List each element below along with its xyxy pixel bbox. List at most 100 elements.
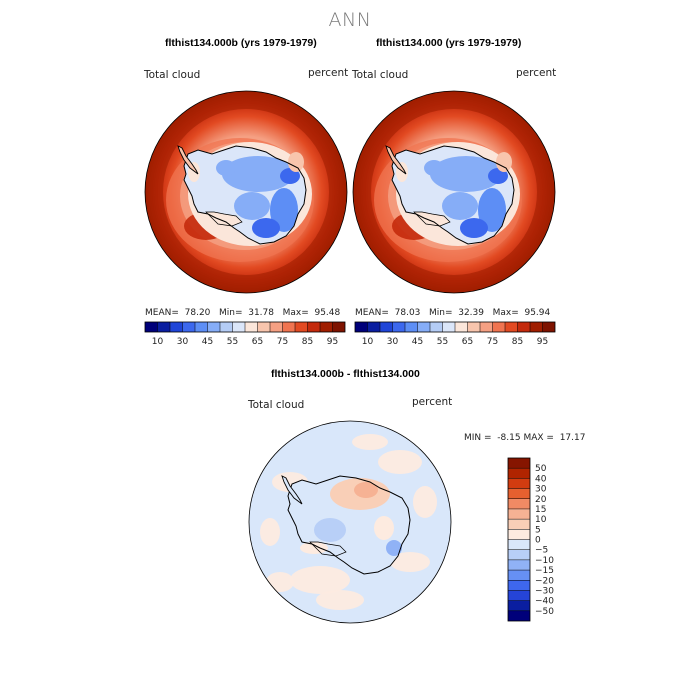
panel3-colorbar-swatch bbox=[508, 478, 530, 489]
panel1-east-low-3 bbox=[234, 192, 270, 220]
panel3-colorbar-tick: 10 bbox=[535, 515, 547, 525]
panel2-colorbar-tick: 85 bbox=[512, 337, 523, 347]
panel2-colorbar-swatch bbox=[542, 322, 555, 332]
panel3-min-label: MIN = bbox=[464, 433, 492, 443]
panel3-map-border bbox=[248, 420, 452, 624]
panel2-stats: MEAN= 78.03 Min= 32.39 Max= 95.94 bbox=[355, 308, 550, 318]
panel3-stats: MIN = -8.15 MAX = 17.17 bbox=[464, 433, 585, 443]
panel2-east-low-1 bbox=[430, 156, 502, 192]
panel1-colorbar-swatch bbox=[207, 322, 220, 332]
panel3-colorbar-swatch bbox=[508, 580, 530, 591]
panel2-coastline bbox=[391, 145, 515, 245]
panel3-colorbar-tick: 0 bbox=[535, 536, 541, 546]
panel3-colorbar-swatch bbox=[508, 559, 530, 571]
panel3-colorbar-swatch bbox=[508, 539, 530, 550]
panel3-colorbar-tick: −20 bbox=[535, 576, 554, 586]
panel3-colorbar-swatch bbox=[508, 488, 530, 499]
panel1-coast-warm-1 bbox=[288, 152, 304, 172]
panel3-colorbar-tick: 5 bbox=[535, 525, 541, 535]
panel3-colorbar-swatch bbox=[508, 498, 530, 509]
panel3-positive-patch-3 bbox=[290, 566, 350, 594]
panel3-positive-patch-4 bbox=[390, 552, 430, 572]
panel1-min-value: 31.78 bbox=[248, 308, 274, 318]
panel3-plateau-warm-core bbox=[354, 482, 378, 498]
panel3-colorbar-swatch bbox=[508, 549, 530, 560]
panel1-min-label: Min= bbox=[218, 308, 243, 318]
panel1-peninsula bbox=[177, 145, 199, 175]
panel2-colorbar-tick: 65 bbox=[462, 337, 473, 347]
panel3-shelf-outline bbox=[309, 541, 347, 557]
panel2-map bbox=[353, 91, 555, 293]
panel2-colorbar-swatch bbox=[455, 322, 468, 332]
panel1-colorbar-swatch bbox=[257, 322, 270, 332]
panel1-coastline bbox=[183, 145, 307, 245]
panel1-colorbar-swatch bbox=[332, 322, 345, 332]
panel1-colorbar-swatch bbox=[245, 322, 258, 332]
panel2-peninsula bbox=[385, 145, 407, 175]
panel3-positive-patch-5 bbox=[260, 518, 280, 546]
panel2-east-low-3 bbox=[442, 192, 478, 220]
panel2-colorbar-swatch bbox=[505, 322, 518, 332]
panel2-south-min bbox=[460, 218, 488, 238]
panel1-stats: MEAN= 78.20 Min= 31.78 Max= 95.48 bbox=[145, 308, 340, 318]
panel1-west-low bbox=[216, 160, 236, 176]
panel2-colorbar-swatch bbox=[467, 322, 480, 332]
panel2-mean-label: MEAN= bbox=[355, 308, 389, 318]
panel3-colorbar-swatch bbox=[508, 458, 530, 469]
panel1-colorbar-tick: 85 bbox=[302, 337, 313, 347]
panel3-shelf-warm bbox=[300, 542, 328, 554]
panel2-colorbar-swatch bbox=[405, 322, 418, 332]
panel1-colorbar-tick: 55 bbox=[227, 337, 238, 347]
panel1-colorbar-swatch bbox=[232, 322, 245, 332]
panel2-colorbar-swatch bbox=[367, 322, 380, 332]
panel1-colorbar-tick: 75 bbox=[277, 337, 288, 347]
panel3-colorbar-swatch bbox=[508, 590, 530, 601]
panel2-colorbar-swatch bbox=[517, 322, 530, 332]
panel2-colorbar-tick: 10 bbox=[362, 337, 374, 347]
panel1-map bbox=[145, 91, 347, 293]
panel2-map-border bbox=[352, 90, 556, 294]
panel1-colorbar-swatch bbox=[320, 322, 333, 332]
panel3-min-value: -8.15 bbox=[497, 433, 521, 443]
panel2-shelf-outline bbox=[413, 211, 451, 227]
panel2-colorbar-swatch bbox=[417, 322, 430, 332]
panel3-max-value: 17.17 bbox=[559, 433, 586, 443]
panel2-coast-warm-1 bbox=[496, 152, 512, 172]
panel3-west-cool bbox=[314, 518, 346, 542]
panel2-colorbar-tick: 75 bbox=[487, 337, 498, 347]
panel1-outer-ring bbox=[145, 91, 347, 293]
panel3-positive-patch-8 bbox=[316, 590, 364, 610]
panel1-max-value: 95.48 bbox=[314, 308, 341, 318]
panel1-colorbar-swatch bbox=[307, 322, 320, 332]
panel1-units-label: percent bbox=[308, 67, 349, 79]
panel3-variable-label: Total cloud bbox=[248, 399, 305, 411]
panel3-colorbar-tick: −50 bbox=[535, 607, 554, 617]
panel2-min-value: 32.39 bbox=[458, 308, 484, 318]
panel1-east-min bbox=[280, 168, 300, 184]
panel3-colorbar-swatch bbox=[508, 610, 530, 621]
panel1-mean-value: 78.20 bbox=[184, 308, 211, 318]
panel1-mean-label: MEAN= bbox=[145, 308, 179, 318]
panel1-colorbar-swatch bbox=[270, 322, 283, 332]
panel1-colorbar-swatch bbox=[282, 322, 295, 332]
panel2-colorbar-tick: 55 bbox=[437, 337, 448, 347]
panel2-variable-label: Total cloud bbox=[352, 69, 409, 81]
panel3-colorbar-tick: 20 bbox=[535, 495, 547, 505]
panel3-colorbar-tick: −40 bbox=[535, 597, 554, 607]
panel3-units-label: percent bbox=[412, 396, 453, 408]
panel2-colorbar-swatch bbox=[355, 322, 368, 332]
panel3-max-label: MAX = bbox=[523, 433, 554, 443]
panel2-units-label: percent bbox=[516, 67, 557, 79]
panel3-colorbar-swatch bbox=[508, 529, 530, 540]
panel1-colorbar-tick: 30 bbox=[177, 337, 189, 347]
panel1-colorbar-swatch bbox=[195, 322, 208, 332]
panel1-colorbar-tick: 65 bbox=[252, 337, 263, 347]
panel3-colorbar-tick: −30 bbox=[535, 586, 554, 596]
panel2-outer-ring bbox=[353, 91, 555, 293]
panel1-colorbar-tick: 10 bbox=[152, 337, 164, 347]
panel3-colorbar-frame bbox=[507, 457, 531, 622]
panel2-colorbar-tick: 45 bbox=[412, 337, 423, 347]
panel1-colorbar-swatch bbox=[145, 322, 158, 332]
panel3-colorbar-tick: 50 bbox=[535, 464, 547, 474]
